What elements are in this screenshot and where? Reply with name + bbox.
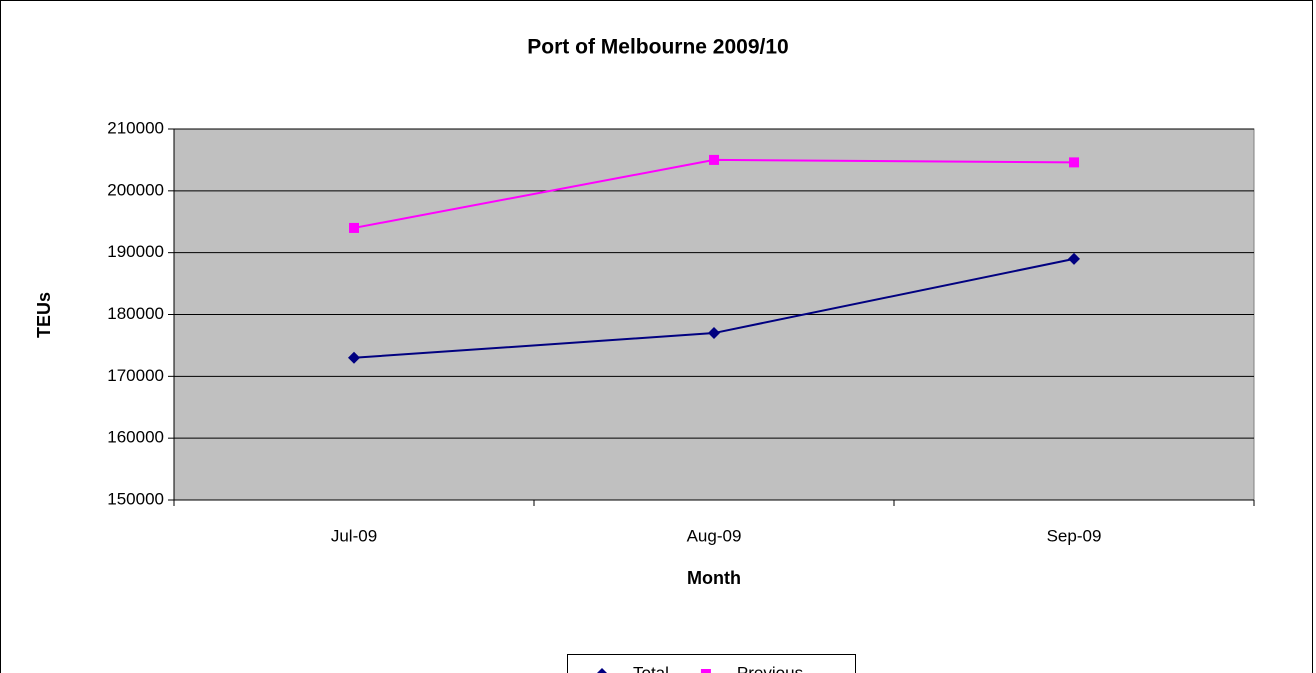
x-tick-label: Sep-09 (1047, 526, 1102, 545)
y-tick-label: 210000 (107, 118, 164, 137)
marker (709, 154, 719, 165)
marker (349, 222, 359, 233)
y-tick-label: 160000 (107, 428, 164, 447)
x-tick-label: Aug-09 (687, 526, 742, 545)
x-axis-title: Month (687, 568, 741, 588)
legend-box (567, 654, 856, 673)
marker (1068, 252, 1080, 265)
marker (700, 669, 711, 673)
x-tick-label: Jul-09 (331, 526, 377, 545)
legend: Total Previous (567, 654, 856, 673)
y-tick-label: 180000 (107, 304, 164, 323)
y-tick-label: 150000 (107, 489, 164, 508)
legend-label: Total (633, 663, 669, 673)
marker (348, 351, 360, 364)
marker (597, 668, 607, 673)
y-tick-label: 200000 (107, 180, 164, 199)
legend-label: Previous (737, 663, 803, 673)
marker (708, 327, 720, 340)
y-tick-label: 170000 (107, 366, 164, 385)
y-axis-title: TEUs (34, 292, 54, 338)
chart-title: Port of Melbourne 2009/10 (527, 36, 788, 59)
y-tick-label: 190000 (107, 242, 164, 261)
marker (1069, 157, 1079, 168)
